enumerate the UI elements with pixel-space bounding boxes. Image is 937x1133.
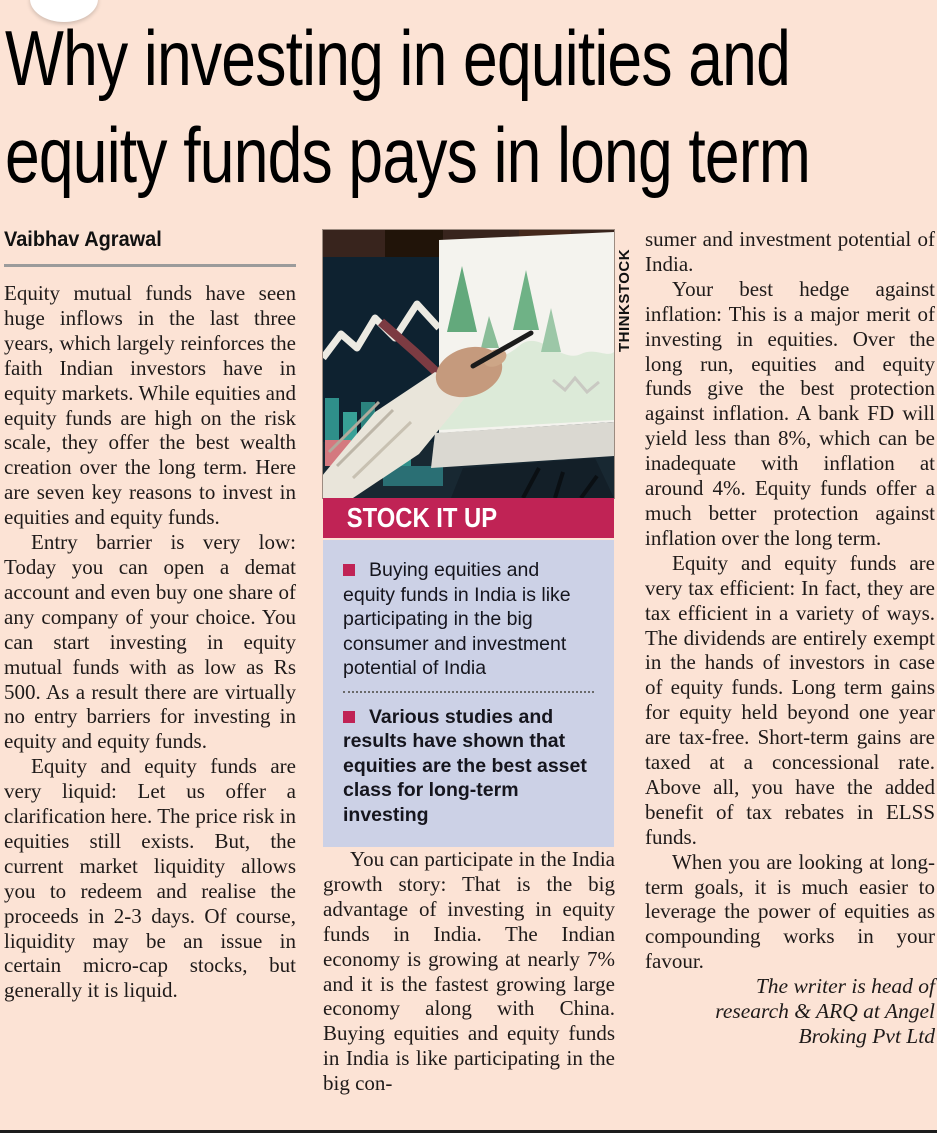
author-signoff: The writer is head of research & ARQ at … (645, 974, 935, 1049)
article-paragraph: Entry barrier is very low: Today you can… (4, 530, 296, 754)
info-bullet: Buying equities and equity funds in Indi… (343, 558, 594, 681)
bottom-rule (0, 1130, 937, 1133)
signoff-line: research & ARQ at Angel (715, 999, 935, 1024)
info-bullet-text: Various studies and results have shown t… (343, 705, 587, 826)
info-bullet: Various studies and results have shown t… (343, 705, 594, 828)
article-headline: Why investing in equities and equity fun… (5, 10, 935, 204)
byline: Vaibhav Agrawal (4, 228, 162, 251)
right-column: sumer and investment potential of India.… (645, 227, 935, 1049)
article-paragraph: sumer and investment potential of India. (645, 227, 935, 276)
stock-photo-wrap: THINKSTOCK (322, 229, 633, 499)
banner-title: STOCK IT UP (346, 502, 498, 533)
bullet-square-icon (343, 564, 355, 576)
article-paragraph: Equity and equity funds are very liquid:… (4, 754, 296, 1003)
headline-line-1: Why investing in equities and (5, 14, 791, 102)
bullet-square-icon (343, 710, 355, 723)
info-box: Buying equities and equity funds in Indi… (323, 540, 614, 847)
signoff-line: The writer is head of (755, 974, 935, 999)
article-paragraph: Equity mutual funds have seen huge inflo… (4, 281, 296, 530)
byline-rule (4, 264, 296, 267)
article-paragraph: You can participate in the India growth … (323, 847, 615, 1096)
stock-photo (322, 229, 615, 499)
page-curl-decoration (30, 0, 98, 22)
headline-line-2: equity funds pays in long term (5, 111, 811, 199)
signoff-line: Broking Pvt Ltd (798, 1024, 935, 1048)
middle-column: THINKSTOCK STOCK IT UP Buying equities a… (322, 229, 633, 1096)
info-bullet-text: Buying equities and equity funds in Indi… (343, 559, 571, 679)
article-paragraph: When you are looking at long-term goals,… (645, 849, 935, 974)
stock-it-up-banner: STOCK IT UP (323, 498, 614, 538)
left-column: Vaibhav Agrawal Equity mutual funds have… (4, 228, 296, 1003)
dotted-separator (343, 690, 594, 693)
article-paragraph: Equity and equity funds are very tax eff… (645, 550, 935, 849)
article-paragraph: Your best hedge against inflation: This … (645, 276, 935, 550)
photo-credit: THINKSTOCK (616, 248, 633, 352)
